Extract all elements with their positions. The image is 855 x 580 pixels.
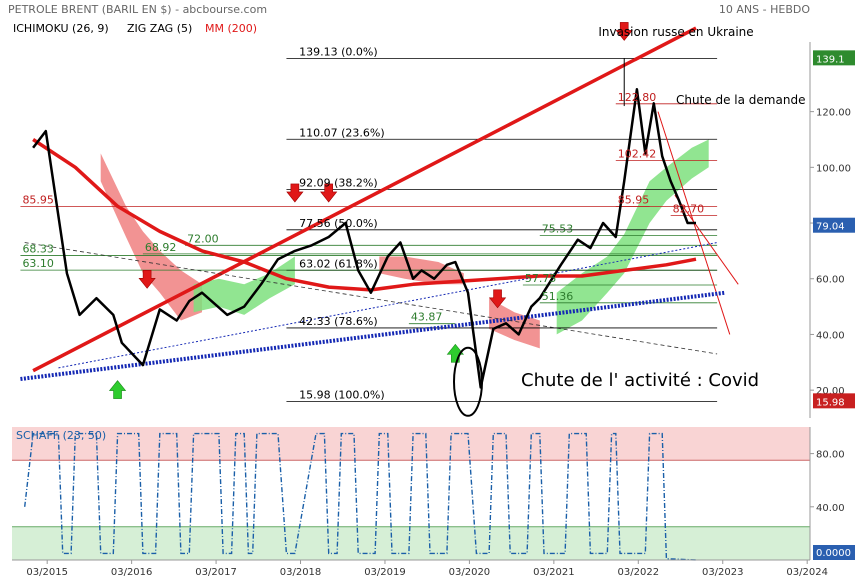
resistance-label: 82.70 — [673, 203, 705, 216]
x-tick-label: 03/2023 — [702, 567, 744, 578]
x-tick-label: 03/2016 — [111, 567, 153, 578]
indicator-ichimoku: ICHIMOKU (26, 9) — [13, 22, 109, 35]
y-tick-label: 20.00 — [816, 386, 845, 397]
down-arrow-icon — [615, 22, 633, 41]
fibonacci-level-label: 15.98 (100.0%) — [299, 388, 385, 401]
schaff-title: SCHAFF (23, 50) — [16, 429, 106, 442]
schaff-oversold-band — [12, 526, 810, 560]
trendline-dashed — [24, 242, 718, 355]
support-label: 63.10 — [22, 257, 53, 270]
schaff-line — [24, 432, 697, 561]
support-label: 57.75 — [525, 272, 557, 285]
up-arrow-icon — [446, 343, 464, 363]
fibonacci-level-label: 77.56 (50.0%) — [299, 217, 378, 230]
schaff-tick-label: 80.00 — [816, 450, 845, 461]
up-arrow-icon — [108, 380, 127, 399]
fibonacci-level-label: 63.02 (61.8%) — [299, 257, 378, 270]
badge-last: 79.04 — [816, 222, 845, 233]
trendline-support — [20, 290, 726, 381]
resistance-label: 85.95 — [618, 193, 650, 206]
support-label: 51.36 — [542, 290, 574, 303]
badge-low-bg — [813, 393, 855, 409]
annotation-invasion: Invasion russe en Ukraine — [598, 25, 753, 39]
y-tick-label: 100.00 — [816, 163, 851, 174]
ichimoku-cloud-bearish — [100, 153, 202, 321]
y-tick-label: 60.00 — [816, 275, 845, 286]
down-arrow-icon — [488, 289, 507, 309]
support-label: 72.00 — [187, 232, 219, 245]
badge-schaff-bg — [813, 545, 855, 560]
timeframe-label: 10 ANS - HEBDO — [719, 3, 810, 16]
schaff-tick-label: 40.00 — [816, 503, 845, 514]
x-tick-label: 03/2024 — [786, 567, 828, 578]
annotation-covid: Chute de l' activité : Covid — [521, 370, 759, 391]
support-label: 68.92 — [145, 241, 177, 254]
fibonacci-level-label: 110.07 (23.6%) — [299, 126, 385, 139]
down-arrow-icon — [138, 270, 156, 289]
x-tick-label: 03/2020 — [449, 567, 491, 578]
badge-low: 15.98 — [816, 397, 845, 408]
resistance-label: 122.80 — [618, 91, 657, 104]
x-tick-label: 03/2022 — [618, 567, 660, 578]
x-tick-label: 03/2015 — [26, 567, 68, 578]
x-tick-label: 03/2021 — [533, 567, 575, 578]
ichimoku-cloud-bullish — [193, 256, 295, 315]
fibonacci-level-label: 42.33 (78.6%) — [299, 315, 378, 328]
trendline-channel — [674, 194, 739, 285]
down-arrow-icon — [320, 183, 338, 203]
annotation-chute-demande: Chute de la demande — [676, 93, 805, 107]
resistance-label: 85.95 — [22, 193, 53, 206]
trendline-resistance — [32, 26, 697, 373]
covid-ellipse — [453, 346, 483, 417]
badge-last-bg — [813, 217, 855, 233]
support-label: 68.33 — [22, 243, 53, 256]
x-tick-label: 03/2019 — [364, 567, 406, 578]
x-tick-label: 03/2018 — [280, 567, 322, 578]
badge-high: 139.1 — [816, 54, 845, 65]
schaff-overbought-band — [12, 427, 810, 461]
fibonacci-level-label: 92.09 (38.2%) — [299, 176, 378, 189]
ichimoku-cloud-bearish — [489, 298, 540, 349]
badge-high-bg — [813, 50, 855, 66]
chart-title: PETROLE BRENT (BARIL EN $) - abcbourse.c… — [8, 3, 267, 16]
indicator-zigzag: ZIG ZAG (5) — [127, 22, 192, 35]
y-tick-label: 40.00 — [816, 330, 845, 341]
price-line — [32, 88, 696, 389]
badge-schaff: 0.0000 — [816, 548, 851, 559]
down-arrow-icon — [286, 183, 304, 203]
ichimoku-cloud-bullish — [556, 139, 709, 335]
resistance-label: 102.42 — [618, 148, 657, 161]
support-label: 75.53 — [542, 222, 574, 235]
x-tick-label: 03/2017 — [195, 567, 237, 578]
fibonacci-level-label: 139.13 (0.0%) — [299, 45, 378, 58]
support-label: 43.87 — [411, 311, 443, 324]
y-tick-label: 120.00 — [816, 108, 851, 119]
indicator-mm: MM (200) — [205, 22, 257, 35]
